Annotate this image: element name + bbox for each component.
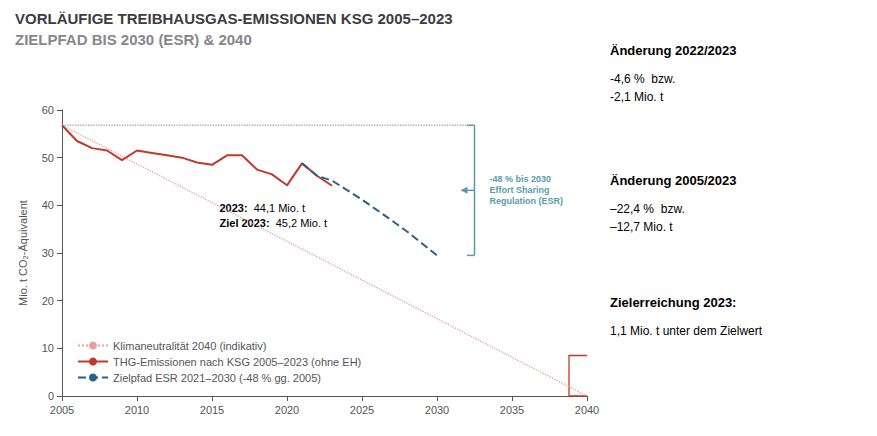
svg-text:–12,7 Mio. t: –12,7 Mio. t: [610, 220, 673, 234]
svg-text:2005: 2005: [50, 404, 74, 416]
svg-text:THG-Emissionen nach KSG 2005–2: THG-Emissionen nach KSG 2005–2023 (ohne …: [113, 356, 361, 368]
svg-text:45,2 Mio. t: 45,2 Mio. t: [270, 217, 327, 229]
svg-text:2015: 2015: [200, 404, 224, 416]
svg-text:VORLÄUFIGE TREIBHAUSGAS-EMISSI: VORLÄUFIGE TREIBHAUSGAS-EMISSIONEN KSG 2…: [15, 10, 453, 27]
svg-text:ZIELPFAD BIS 2030 (ESR) & 2040: ZIELPFAD BIS 2030 (ESR) & 2040: [15, 31, 252, 48]
svg-text:2020: 2020: [275, 404, 299, 416]
svg-text:Klimaneutralität 2040 (indikat: Klimaneutralität 2040 (indikativ): [113, 340, 266, 352]
svg-text:Änderung 2022/2023: Änderung 2022/2023: [610, 43, 736, 58]
svg-text:40: 40: [42, 199, 54, 211]
svg-text:2025: 2025: [350, 404, 374, 416]
svg-text:Zielerreichung 2023:: Zielerreichung 2023:: [610, 295, 736, 310]
svg-text:Effort Sharing: Effort Sharing: [490, 185, 550, 195]
svg-text:2035: 2035: [500, 404, 524, 416]
svg-text:2023:: 2023:: [220, 202, 248, 214]
svg-text:60: 60: [42, 104, 54, 116]
svg-text:44,1 Mio. t: 44,1 Mio. t: [248, 202, 305, 214]
svg-text:10: 10: [42, 342, 54, 354]
svg-text:50: 50: [42, 152, 54, 164]
svg-text:30: 30: [42, 247, 54, 259]
svg-text:Ziel 2023:: Ziel 2023:: [220, 217, 270, 229]
svg-text:2010: 2010: [125, 404, 149, 416]
svg-text:2040: 2040: [575, 404, 599, 416]
svg-text:-48 % bis 2030: -48 % bis 2030: [490, 174, 552, 184]
svg-text:–22,4 % bzw.: –22,4 % bzw.: [610, 202, 685, 216]
svg-text:Änderung 2005/2023: Änderung 2005/2023: [610, 173, 736, 188]
svg-text:-2,1 Mio. t: -2,1 Mio. t: [610, 90, 664, 104]
svg-text:Regulation (ESR): Regulation (ESR): [490, 196, 564, 206]
svg-text:-4,6 % bzw.: -4,6 % bzw.: [610, 72, 675, 86]
svg-text:2030: 2030: [425, 404, 449, 416]
svg-text:1,1 Mio. t unter dem Zielwert: 1,1 Mio. t unter dem Zielwert: [610, 324, 763, 338]
svg-text:20: 20: [42, 295, 54, 307]
svg-text:Mio. t CO₂-Äquivalent: Mio. t CO₂-Äquivalent: [17, 200, 29, 306]
svg-text:Zielpfad ESR 2021–2030 (-48 %: Zielpfad ESR 2021–2030 (-48 % gg. 2005): [113, 372, 321, 384]
svg-text:0: 0: [48, 390, 54, 402]
